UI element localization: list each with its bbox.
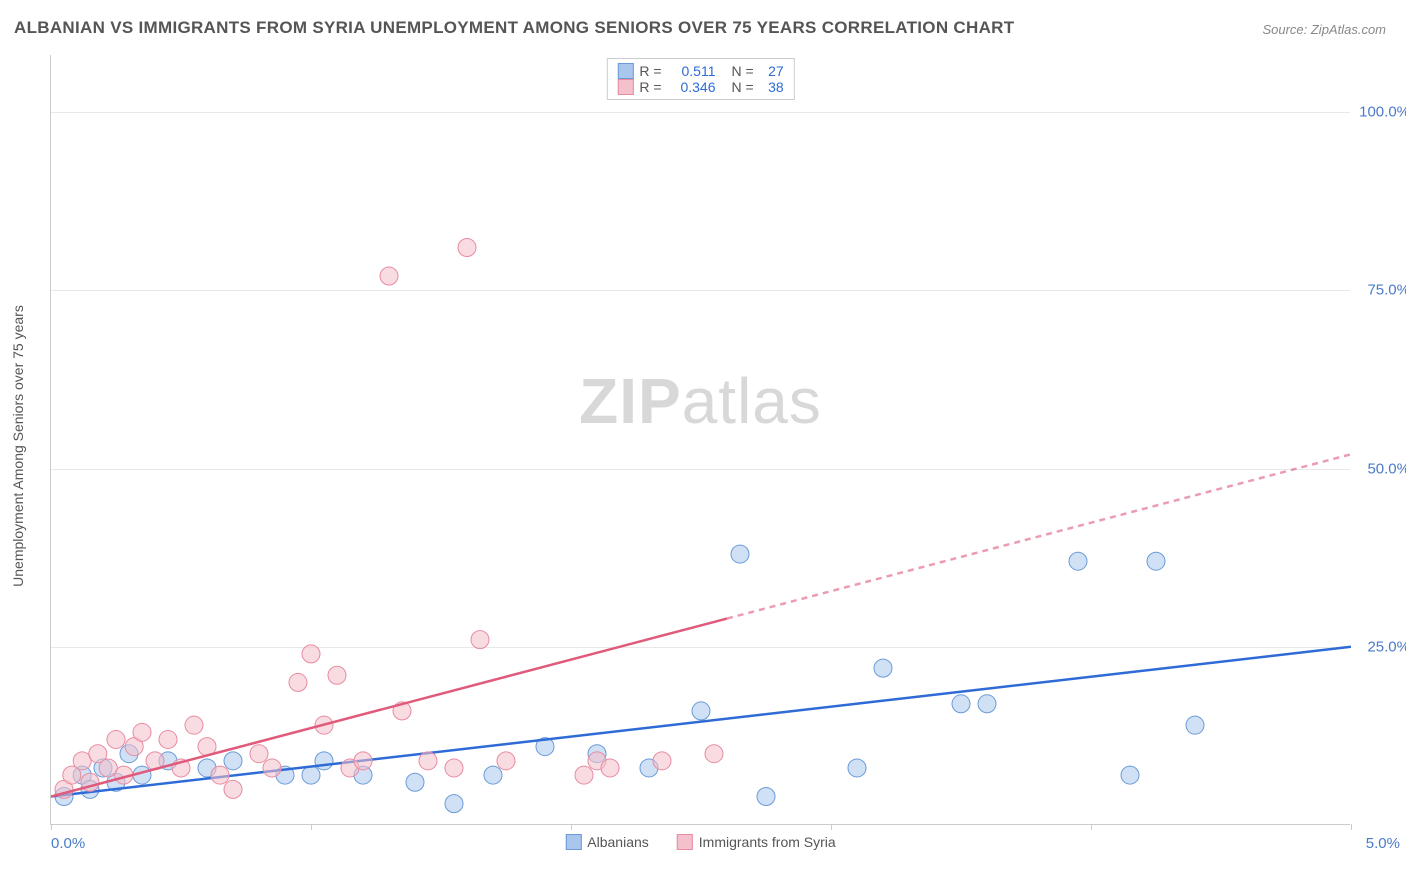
data-point <box>653 752 671 770</box>
trend-line-dashed <box>727 454 1351 618</box>
y-tick-label: 25.0% <box>1367 638 1406 655</box>
source-label: Source: ZipAtlas.com <box>1262 22 1386 37</box>
legend-swatch <box>617 79 633 95</box>
data-point <box>731 545 749 563</box>
chart-container: ALBANIAN VS IMMIGRANTS FROM SYRIA UNEMPL… <box>0 0 1406 892</box>
data-point <box>848 759 866 777</box>
y-tick-label: 100.0% <box>1359 104 1406 121</box>
legend-swatch <box>617 63 633 79</box>
data-point <box>952 695 970 713</box>
stat-r-value: 0.346 <box>668 79 716 95</box>
data-point <box>575 766 593 784</box>
y-axis-label: Unemployment Among Seniors over 75 years <box>10 305 26 587</box>
y-tick-label: 75.0% <box>1367 282 1406 299</box>
data-point <box>224 780 242 798</box>
data-point <box>133 723 151 741</box>
data-point <box>315 752 333 770</box>
stat-n-value: 27 <box>760 63 784 79</box>
data-point <box>354 752 372 770</box>
data-point <box>978 695 996 713</box>
legend-swatch <box>565 834 581 850</box>
legend-item: Immigrants from Syria <box>677 834 836 850</box>
data-point <box>484 766 502 784</box>
data-point <box>1147 552 1165 570</box>
data-point <box>406 773 424 791</box>
data-point <box>302 645 320 663</box>
data-point <box>757 787 775 805</box>
y-tick-label: 50.0% <box>1367 460 1406 477</box>
stats-legend: R = 0.511 N = 27 R = 0.346 N = 38 <box>606 58 794 100</box>
data-point <box>601 759 619 777</box>
data-point <box>445 795 463 813</box>
data-point <box>263 759 281 777</box>
data-point <box>380 267 398 285</box>
trend-line <box>51 619 727 797</box>
data-point <box>185 716 203 734</box>
data-point <box>159 730 177 748</box>
data-point <box>1121 766 1139 784</box>
data-point <box>224 752 242 770</box>
data-point <box>289 673 307 691</box>
data-point <box>692 702 710 720</box>
legend-label: Immigrants from Syria <box>699 834 836 850</box>
data-point <box>445 759 463 777</box>
x-tick <box>1351 824 1352 830</box>
data-point <box>458 239 476 257</box>
stat-n-value: 38 <box>760 79 784 95</box>
stats-row: R = 0.346 N = 38 <box>617 79 783 95</box>
stat-r-label: R = <box>639 63 661 79</box>
x-axis-min-label: 0.0% <box>51 835 85 852</box>
stat-n-label: N = <box>732 79 754 95</box>
data-point <box>107 730 125 748</box>
scatter-svg <box>51 55 1351 825</box>
data-point <box>250 745 268 763</box>
legend-label: Albanians <box>587 834 649 850</box>
stat-r-value: 0.511 <box>668 63 716 79</box>
data-point <box>497 752 515 770</box>
plot-area: ZIPatlas 25.0%50.0%75.0%100.0% 0.0% 5.0%… <box>50 55 1350 825</box>
series-legend: Albanians Immigrants from Syria <box>565 834 835 850</box>
data-point <box>1069 552 1087 570</box>
stat-n-label: N = <box>732 63 754 79</box>
data-point <box>328 666 346 684</box>
data-point <box>874 659 892 677</box>
stat-r-label: R = <box>639 79 661 95</box>
data-point <box>211 766 229 784</box>
trend-line <box>51 647 1351 797</box>
data-point <box>705 745 723 763</box>
data-point <box>471 631 489 649</box>
legend-item: Albanians <box>565 834 649 850</box>
x-axis-max-label: 5.0% <box>1366 835 1400 852</box>
stats-row: R = 0.511 N = 27 <box>617 63 783 79</box>
chart-title: ALBANIAN VS IMMIGRANTS FROM SYRIA UNEMPL… <box>14 18 1014 38</box>
data-point <box>419 752 437 770</box>
legend-swatch <box>677 834 693 850</box>
data-point <box>1186 716 1204 734</box>
data-point <box>302 766 320 784</box>
